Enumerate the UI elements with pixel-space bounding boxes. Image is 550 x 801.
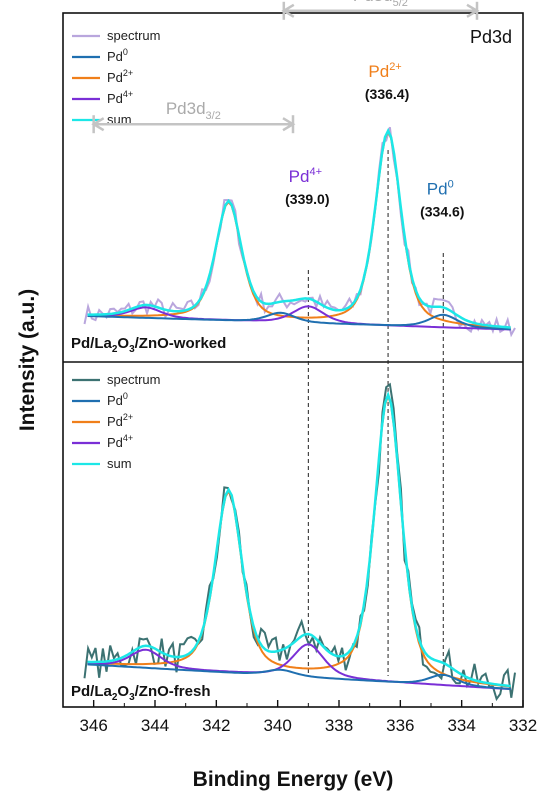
legend-label-Pd4-worked: Pd4+ [107,89,133,106]
region-head-left-1 [91,117,105,132]
sum-line-fresh [87,391,511,688]
reference-lines [307,150,444,676]
x-tick-label-338: 338 [325,716,353,735]
pd4-component-worked [87,305,511,331]
annotation-value-334.6: (334.6) [420,204,464,220]
panel-worked [83,126,516,338]
annotation-species-336.4: Pd2+ [368,61,401,81]
pd2-component-worked [87,129,511,329]
legend-label-spectrum-worked: spectrum [107,28,160,43]
legend-label-Pd2-worked: Pd2+ [107,68,133,85]
spectrum-line-worked [83,126,516,338]
legend-label-Pd0-worked: Pd0 [107,47,128,64]
legends: spectrum Pd0 Pd2+ Pd4+ sum spectrum Pd0 Pd2+ Pd4… [72,28,160,471]
pd0-component-worked [87,311,511,331]
x-tick-label-346: 346 [79,716,107,735]
x-tick-label-332: 332 [509,716,537,735]
legend-label-Pd0-fresh: Pd0 [107,391,128,408]
y-axis-title: Intensity (a.u.) [16,289,39,431]
pd2-component-fresh [87,393,511,688]
x-tick-label-334: 334 [447,716,475,735]
spectrum-line-fresh [83,382,516,702]
pd0-component-fresh [87,663,511,690]
legend-label-Pd2-fresh: Pd2+ [107,412,133,429]
panel-fresh [83,382,516,702]
plot-frame [62,12,524,708]
annotation-species-339: Pd4+ [289,166,322,186]
x-tick-label-344: 344 [141,716,169,735]
region-head-left-0 [281,3,295,18]
sample-label-fresh: Pd/La2O3/ZnO-fresh [71,683,210,703]
x-tick-label-340: 340 [263,716,291,735]
region-head-right-0 [466,3,480,18]
annotation-value-336.4: (336.4) [365,86,409,102]
region-label-0: Pd3d5/2 [353,0,408,9]
x-tick-label-336: 336 [386,716,414,735]
corner-label: Pd3d [470,27,512,47]
annotation-value-339: (339.0) [285,191,329,207]
legend-label-Pd4-fresh: Pd4+ [107,433,133,450]
sample-label-worked: Pd/La2O3/ZnO-worked [71,335,226,355]
region-label-1: Pd3d3/2 [166,99,221,122]
legend-label-sum-fresh: sum [107,456,132,471]
sum-line-worked [87,127,511,329]
x-axis-title: Binding Energy (eV) [193,768,394,791]
annotation-species-334.6: Pd0 [427,179,454,199]
x-axis: 346 344 342 340 338 336 334 332 [62,700,537,735]
legend-label-spectrum-fresh: spectrum [107,372,160,387]
region-head-right-1 [282,117,296,132]
pd4-component-fresh [87,643,511,691]
x-tick-label-342: 342 [202,716,230,735]
labels: Pd/La2O3/ZnO-worked Pd2+ (336.4) Pd4+ (339.0… [71,0,480,703]
